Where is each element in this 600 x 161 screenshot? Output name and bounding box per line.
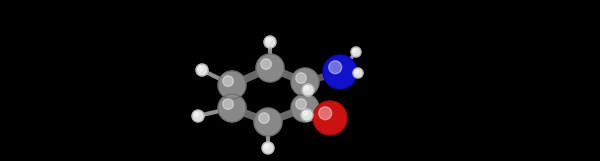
Circle shape xyxy=(329,61,342,74)
Circle shape xyxy=(353,68,363,78)
Circle shape xyxy=(223,76,233,86)
Circle shape xyxy=(196,64,208,76)
Circle shape xyxy=(296,73,307,83)
Circle shape xyxy=(223,99,233,109)
Circle shape xyxy=(266,38,271,43)
Circle shape xyxy=(192,110,204,122)
Circle shape xyxy=(261,59,271,69)
Circle shape xyxy=(302,84,314,96)
Circle shape xyxy=(256,54,284,82)
Circle shape xyxy=(304,86,308,91)
Circle shape xyxy=(254,108,282,136)
Circle shape xyxy=(194,112,199,117)
Circle shape xyxy=(264,144,269,149)
Circle shape xyxy=(313,101,347,135)
Circle shape xyxy=(259,113,269,123)
Circle shape xyxy=(198,66,203,71)
Circle shape xyxy=(301,109,313,121)
Circle shape xyxy=(218,94,246,122)
Circle shape xyxy=(291,68,319,96)
Circle shape xyxy=(218,71,246,99)
Circle shape xyxy=(303,111,308,116)
Circle shape xyxy=(353,49,356,52)
Circle shape xyxy=(264,36,276,48)
Circle shape xyxy=(319,107,332,120)
Circle shape xyxy=(355,70,359,74)
Circle shape xyxy=(262,142,274,154)
Circle shape xyxy=(323,55,357,89)
Circle shape xyxy=(351,47,361,57)
Circle shape xyxy=(296,99,307,109)
Circle shape xyxy=(291,94,319,122)
